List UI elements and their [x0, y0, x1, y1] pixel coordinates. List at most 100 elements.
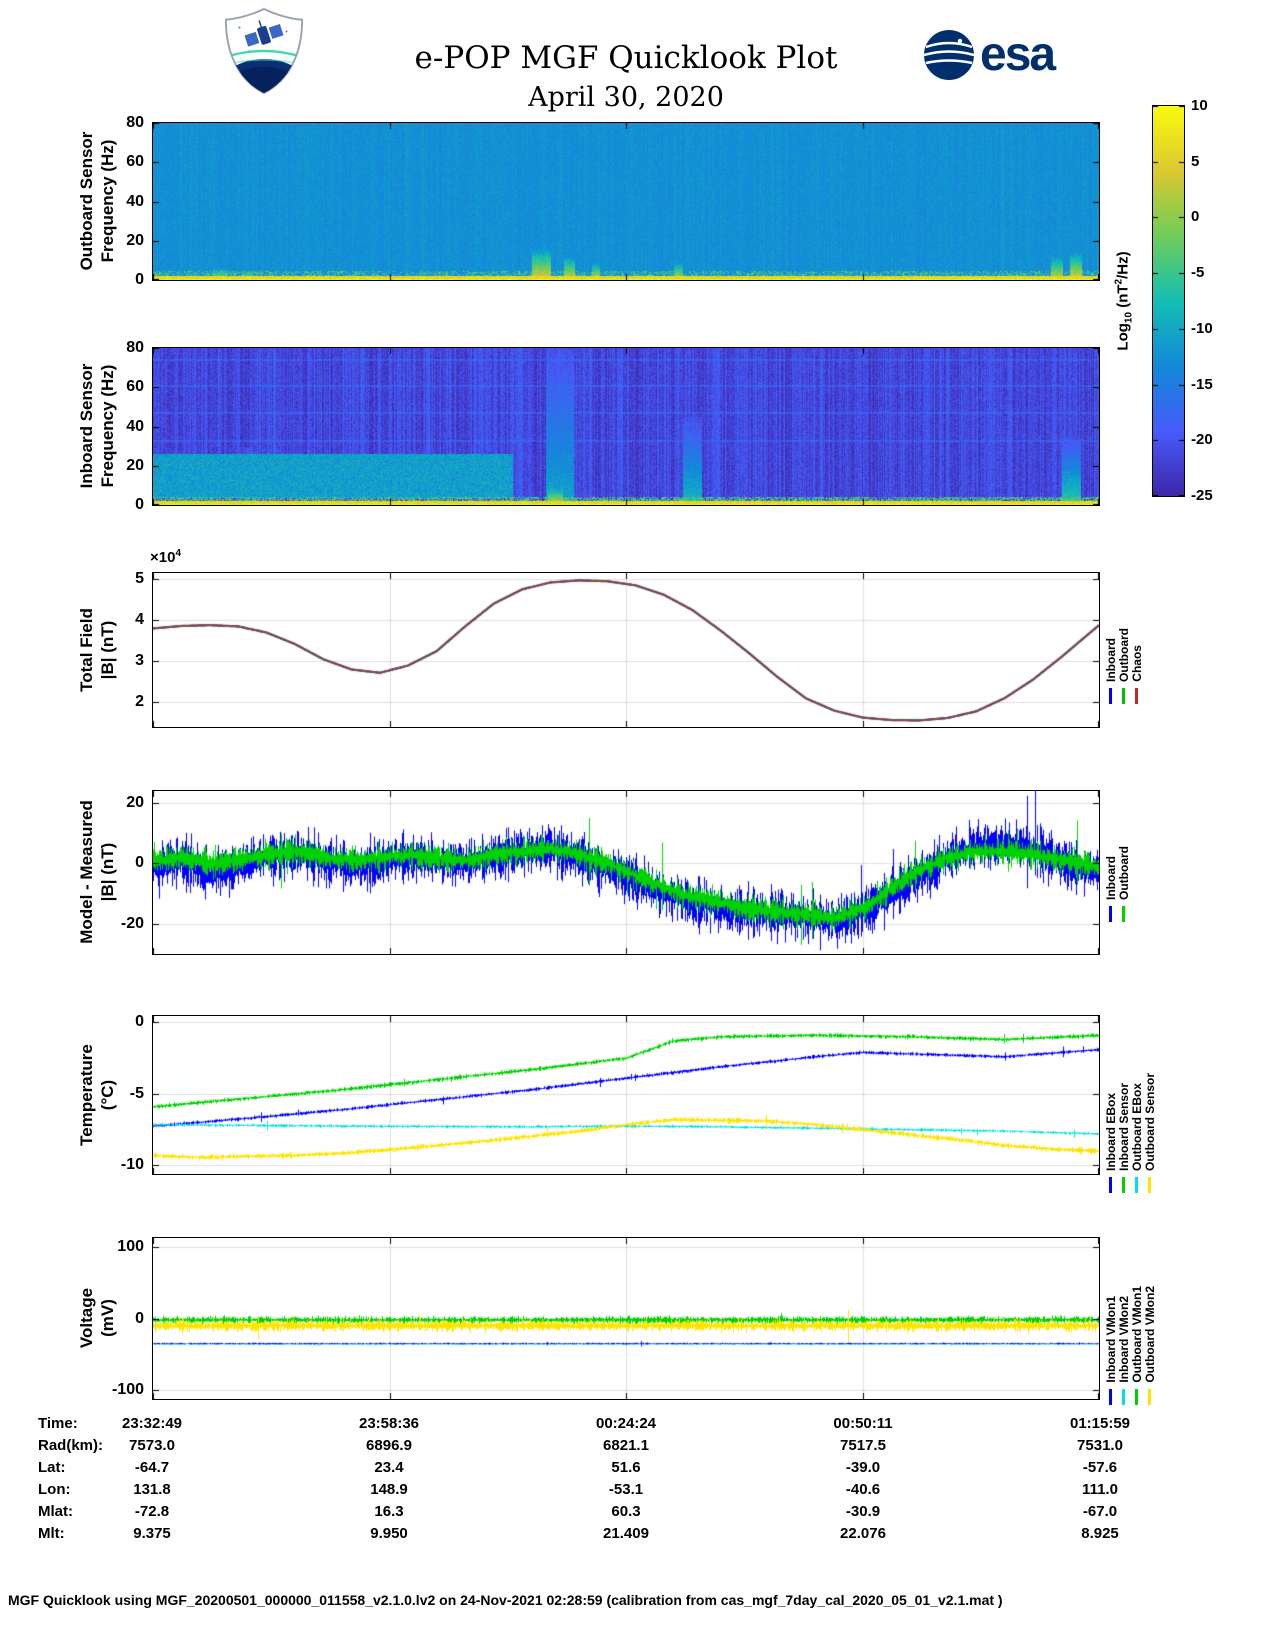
y-tick-label: 20 — [126, 232, 144, 249]
legend-entry-inboard-vmon1: Inboard VMon1 — [1103, 1237, 1118, 1405]
legend-color-mark — [1135, 1177, 1138, 1193]
y-tick-label: 0 — [135, 1310, 144, 1327]
legend-color-mark — [1109, 1177, 1112, 1193]
colorbar-tick-label: 5 — [1191, 153, 1200, 170]
y-tick-label: -20 — [120, 915, 144, 932]
page-title: e-POP MGF Quicklook Plot — [414, 40, 838, 76]
colorbar-tick-label: -5 — [1191, 264, 1205, 281]
legend-color-mark — [1109, 688, 1112, 704]
y-tick-label: 20 — [126, 457, 144, 474]
ephemeris-value: -39.0 — [845, 1459, 881, 1476]
legend-entry-outboard-sensor: Outboard Sensor — [1142, 1015, 1157, 1193]
multiplier-base: ×10 — [150, 549, 176, 566]
legend-color-mark — [1122, 906, 1125, 922]
legend-color-mark — [1122, 1177, 1125, 1193]
legend-label: Inboard — [1103, 856, 1118, 900]
ephemeris-value: 7573.0 — [129, 1437, 175, 1454]
legend-entry-inboard-vmon2: Inboard VMon2 — [1116, 1237, 1131, 1405]
colorbar-tick-label: 10 — [1191, 97, 1208, 114]
colorbar-label-sub: 10 — [1123, 311, 1135, 324]
ephemeris-value: -40.6 — [845, 1481, 881, 1498]
outboard-spectrogram-panel — [152, 122, 1100, 281]
ephemeris-value: 9.375 — [133, 1525, 171, 1542]
colorbar — [1152, 105, 1185, 497]
ephemeris-value: 7531.0 — [1077, 1437, 1123, 1454]
y-tick-label: 0 — [135, 854, 144, 871]
legend-color-mark — [1135, 1389, 1138, 1405]
legend-label: Inboard EBox — [1103, 1092, 1118, 1171]
colorbar-tick-label: -25 — [1191, 487, 1213, 504]
total-field-panel — [152, 572, 1100, 728]
legend-entry-inboard-ebox: Inboard EBox — [1103, 1015, 1118, 1193]
ephemeris-value: 9.950 — [370, 1525, 408, 1542]
y-tick-label: 40 — [126, 193, 144, 210]
legend-color-mark — [1109, 906, 1112, 922]
ephemeris-value: 23:58:36 — [358, 1415, 420, 1432]
legend-label: Outboard Sensor — [1142, 1072, 1157, 1171]
colorbar-label-suffix: /Hz) — [1114, 251, 1132, 279]
y-tick-label: 0 — [135, 271, 144, 288]
y-tick-label: 80 — [126, 339, 144, 356]
ephemeris-row-label: Lon: — [38, 1481, 71, 1498]
y-tick-label: 40 — [126, 418, 144, 435]
colorbar-tick-label: -20 — [1191, 431, 1213, 448]
ephemeris-value: -30.9 — [845, 1503, 881, 1520]
y-tick-label: 80 — [126, 114, 144, 131]
y-tick-label: 60 — [126, 378, 144, 395]
model-measured-legend: Inboard Outboard — [1103, 790, 1131, 922]
legend-entry-outboard-vmon1: Outboard VMon1 — [1129, 1237, 1144, 1405]
temperature-legend: Inboard EBox Inboard Sensor Outboard EBox O… — [1103, 1015, 1157, 1193]
ephemeris-row-label: Mlat: — [38, 1503, 73, 1520]
legend-color-mark — [1122, 1389, 1125, 1405]
ephemeris-value: 00:50:11 — [833, 1415, 893, 1432]
y-tick-label: 3 — [135, 652, 144, 669]
ephemeris-value: 111.0 — [1082, 1481, 1118, 1498]
ephemeris-value: 23.4 — [374, 1459, 404, 1476]
legend-label: Outboard EBox — [1129, 1082, 1144, 1171]
ephemeris-value: 148.9 — [370, 1481, 408, 1498]
legend-label: Inboard Sensor — [1116, 1082, 1131, 1171]
y-tick-label: 0 — [135, 1013, 144, 1030]
legend-entry-chaos: Chaos — [1129, 572, 1144, 704]
temperature-plot — [153, 1016, 1099, 1174]
colorbar-label: Log10 (nT2/Hz) — [1114, 251, 1135, 350]
legend-entry-outboard-ebox: Outboard EBox — [1129, 1015, 1144, 1193]
legend-label: Inboard VMon2 — [1116, 1296, 1131, 1383]
y-tick-label: 4 — [135, 611, 144, 628]
ephemeris-value: 22.076 — [840, 1525, 886, 1542]
voltage-panel — [152, 1237, 1100, 1400]
ephemeris-row-label: Time: — [38, 1415, 78, 1432]
temperature-panel — [152, 1015, 1100, 1175]
inboard-spectrogram-panel — [152, 347, 1100, 506]
y-tick-label: 60 — [126, 153, 144, 170]
ephemeris-value: 00:24:24 — [595, 1415, 657, 1432]
legend-color-mark — [1109, 1389, 1112, 1405]
legend-label: Outboard — [1116, 628, 1131, 682]
y-tick-label: 100 — [117, 1238, 144, 1255]
y-tick-label: 2 — [135, 693, 144, 710]
colorbar-label-mid: (nT — [1114, 284, 1132, 312]
total-field-legend: Inboard Outboard Chaos — [1104, 572, 1144, 704]
multiplier-exponent: 4 — [175, 548, 182, 559]
colorbar-tick-label: -10 — [1191, 320, 1213, 337]
ephemeris-value: -64.7 — [134, 1459, 170, 1476]
legend-color-mark — [1122, 688, 1125, 704]
legend-label: Outboard — [1116, 846, 1131, 900]
ephemeris-row-label: Rad(km): — [38, 1437, 104, 1454]
model-measured-panel — [152, 790, 1100, 955]
legend-color-mark — [1148, 1177, 1151, 1193]
model-measured-plot — [153, 791, 1099, 954]
ephemeris-value: 6821.1 — [603, 1437, 649, 1454]
colorbar-label-prefix: Log — [1114, 323, 1132, 351]
legend-label: Chaos — [1129, 645, 1144, 682]
legend-label: Inboard VMon1 — [1103, 1296, 1118, 1383]
legend-entry-outboard: Outboard — [1116, 572, 1131, 704]
ephemeris-value: 23:32:49 — [121, 1415, 183, 1432]
ephemeris-value: -57.6 — [1082, 1459, 1118, 1476]
cassiope-mission-patch-icon — [224, 7, 304, 95]
y-tick-label: -5 — [129, 1085, 144, 1102]
legend-label: Outboard VMon1 — [1129, 1286, 1144, 1383]
y-tick-label: 20 — [126, 794, 144, 811]
legend-color-mark — [1148, 1389, 1151, 1405]
